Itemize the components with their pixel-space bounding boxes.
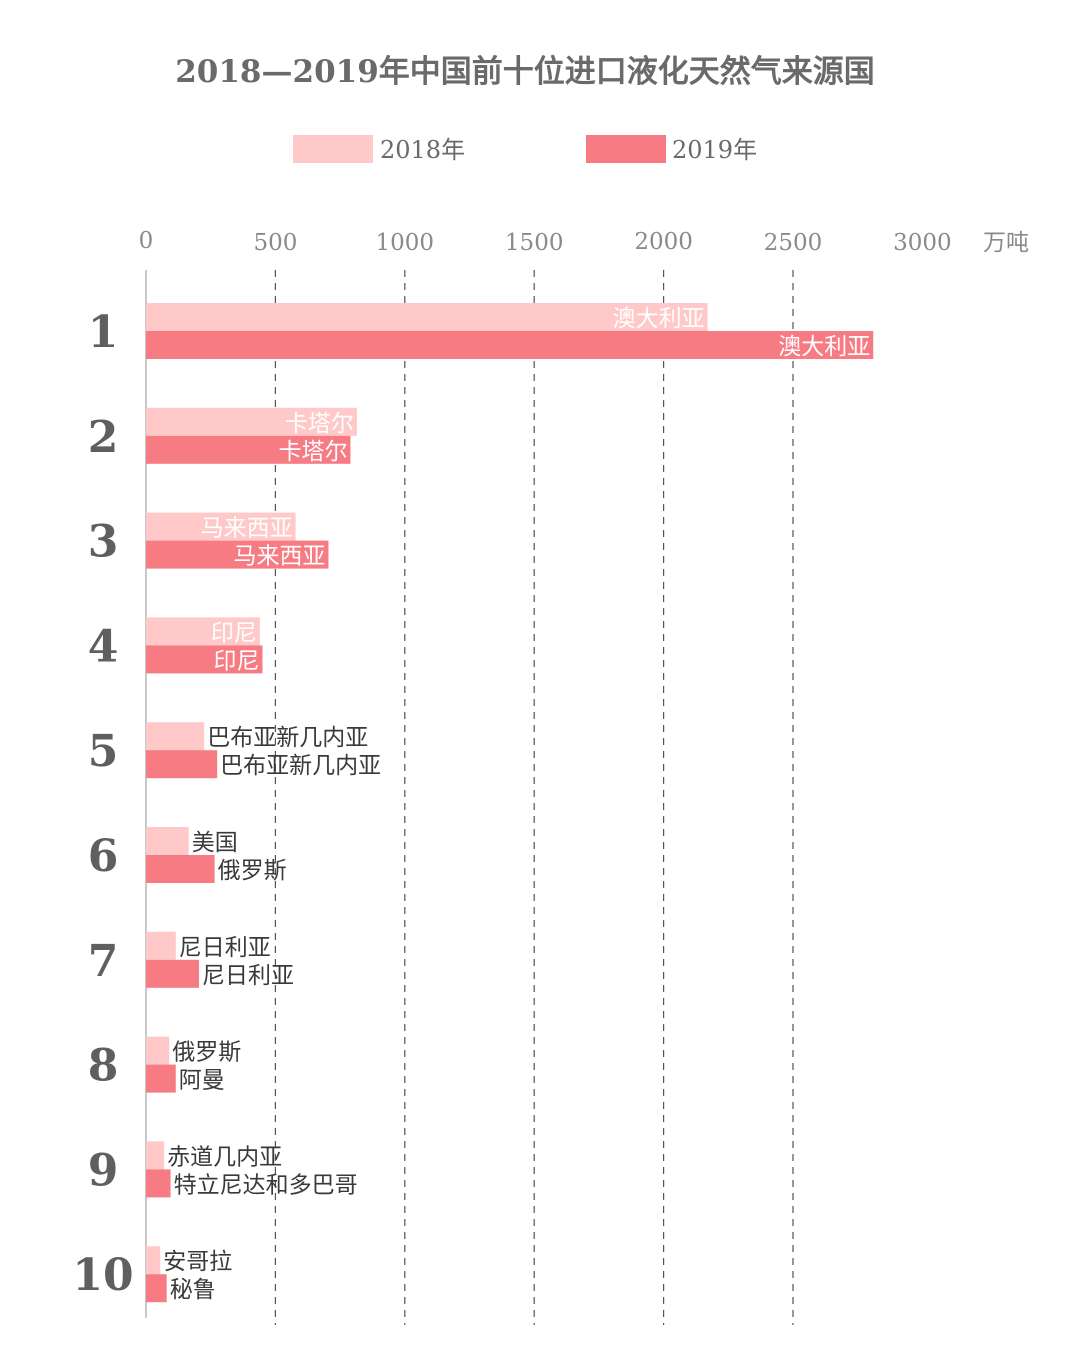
bar-label-2019-rank-9: 特立尼达和多巴哥 bbox=[174, 1172, 358, 1198]
bar-label-2019-rank-4: 印尼 bbox=[213, 648, 259, 674]
bar-label-2018-rank-8: 俄罗斯 bbox=[172, 1040, 241, 1066]
bar-label-2019-rank-5: 巴布亚新几内亚 bbox=[220, 753, 381, 779]
bar-label-2018-rank-7: 尼日利亚 bbox=[179, 935, 271, 961]
bar-label-2018-rank-1: 澳大利亚 bbox=[613, 306, 705, 332]
bar-2018-rank-10 bbox=[146, 1246, 161, 1275]
bar-2019-rank-10 bbox=[146, 1274, 167, 1303]
bar-2018-rank-8 bbox=[146, 1036, 170, 1065]
bar-label-2018-rank-6: 美国 bbox=[192, 830, 238, 856]
rank-10: 10 bbox=[72, 1250, 133, 1301]
bar-label-2018-rank-9: 赤道几内亚 bbox=[167, 1144, 282, 1170]
bar-label-2018-rank-10: 安哥拉 bbox=[163, 1249, 232, 1275]
rank-4: 4 bbox=[88, 621, 119, 672]
bars: 澳大利亚澳大利亚卡塔尔卡塔尔马来西亚马来西亚印尼印尼巴布亚新几内亚巴布亚新几内亚… bbox=[146, 303, 874, 1303]
bar-2019-rank-4 bbox=[146, 645, 263, 674]
rank-9: 9 bbox=[88, 1145, 119, 1196]
bar-2018-rank-6 bbox=[146, 827, 189, 855]
rank-7: 7 bbox=[88, 936, 119, 987]
bar-2019-rank-9 bbox=[146, 1169, 171, 1198]
bar-label-2018-rank-2: 卡塔尔 bbox=[285, 411, 354, 437]
bar-2018-rank-1 bbox=[146, 303, 708, 331]
bar-2019-rank-7 bbox=[146, 959, 200, 988]
bar-2019-rank-5 bbox=[146, 750, 218, 779]
bar-label-2019-rank-10: 秘鲁 bbox=[170, 1277, 216, 1303]
rank-6: 6 bbox=[88, 831, 119, 882]
bar-2018-rank-2 bbox=[146, 407, 357, 436]
bar-2018-rank-3 bbox=[146, 512, 296, 541]
x-tick-label-2000: 2000 bbox=[634, 229, 693, 255]
bar-label-2018-rank-5: 巴布亚新几内亚 bbox=[207, 725, 368, 751]
bar-label-2019-rank-6: 俄罗斯 bbox=[218, 858, 287, 884]
legend-swatch-2019 bbox=[586, 135, 666, 163]
x-axis-ticks: 0 500 1000 1500 2000 2500 3000 bbox=[139, 228, 952, 256]
rank-8: 8 bbox=[88, 1041, 119, 1092]
x-tick-label-3000: 3000 bbox=[893, 230, 952, 256]
x-tick-label-500: 500 bbox=[253, 230, 297, 256]
bar-label-2018-rank-4: 印尼 bbox=[211, 620, 257, 646]
bar-2019-rank-2 bbox=[146, 435, 351, 464]
legend-label-2019: 2019年 bbox=[672, 136, 757, 164]
bar-2019-rank-3 bbox=[146, 540, 329, 569]
axis-unit: 万吨 bbox=[983, 230, 1029, 256]
x-tick-label-1000: 1000 bbox=[376, 230, 435, 256]
x-tick-label-0: 0 bbox=[139, 228, 154, 254]
bar-2018-rank-5 bbox=[146, 722, 205, 751]
bar-2019-rank-6 bbox=[146, 855, 215, 883]
rank-3: 3 bbox=[88, 517, 119, 568]
bar-2018-rank-9 bbox=[146, 1141, 165, 1170]
bar-label-2019-rank-3: 马来西亚 bbox=[233, 544, 325, 570]
rank-2: 2 bbox=[88, 412, 119, 463]
bar-label-2019-rank-1: 澳大利亚 bbox=[778, 334, 870, 360]
rank-5: 5 bbox=[88, 726, 119, 777]
x-tick-label-2500: 2500 bbox=[764, 230, 823, 256]
rank-labels: 1 2 3 4 5 6 7 8 9 10 bbox=[72, 307, 133, 1301]
bar-2018-rank-4 bbox=[146, 617, 260, 646]
x-tick-label-1500: 1500 bbox=[505, 230, 564, 256]
bar-2019-rank-1 bbox=[146, 331, 874, 359]
legend-swatch-2018 bbox=[293, 135, 373, 163]
bar-label-2019-rank-2: 卡塔尔 bbox=[278, 439, 347, 465]
bar-label-2018-rank-3: 马来西亚 bbox=[201, 516, 293, 542]
bar-2018-rank-7 bbox=[146, 931, 176, 960]
legend-label-2018: 2018年 bbox=[380, 136, 465, 164]
chart-title: 2018—2019年中国前十位进口液化天然气来源国 bbox=[175, 54, 875, 90]
bar-label-2019-rank-7: 尼日利亚 bbox=[202, 963, 294, 989]
bar-2019-rank-8 bbox=[146, 1064, 176, 1093]
bar-label-2019-rank-8: 阿曼 bbox=[179, 1068, 225, 1094]
legend: 2018年 2019年 bbox=[293, 135, 757, 164]
rank-1: 1 bbox=[88, 307, 119, 358]
